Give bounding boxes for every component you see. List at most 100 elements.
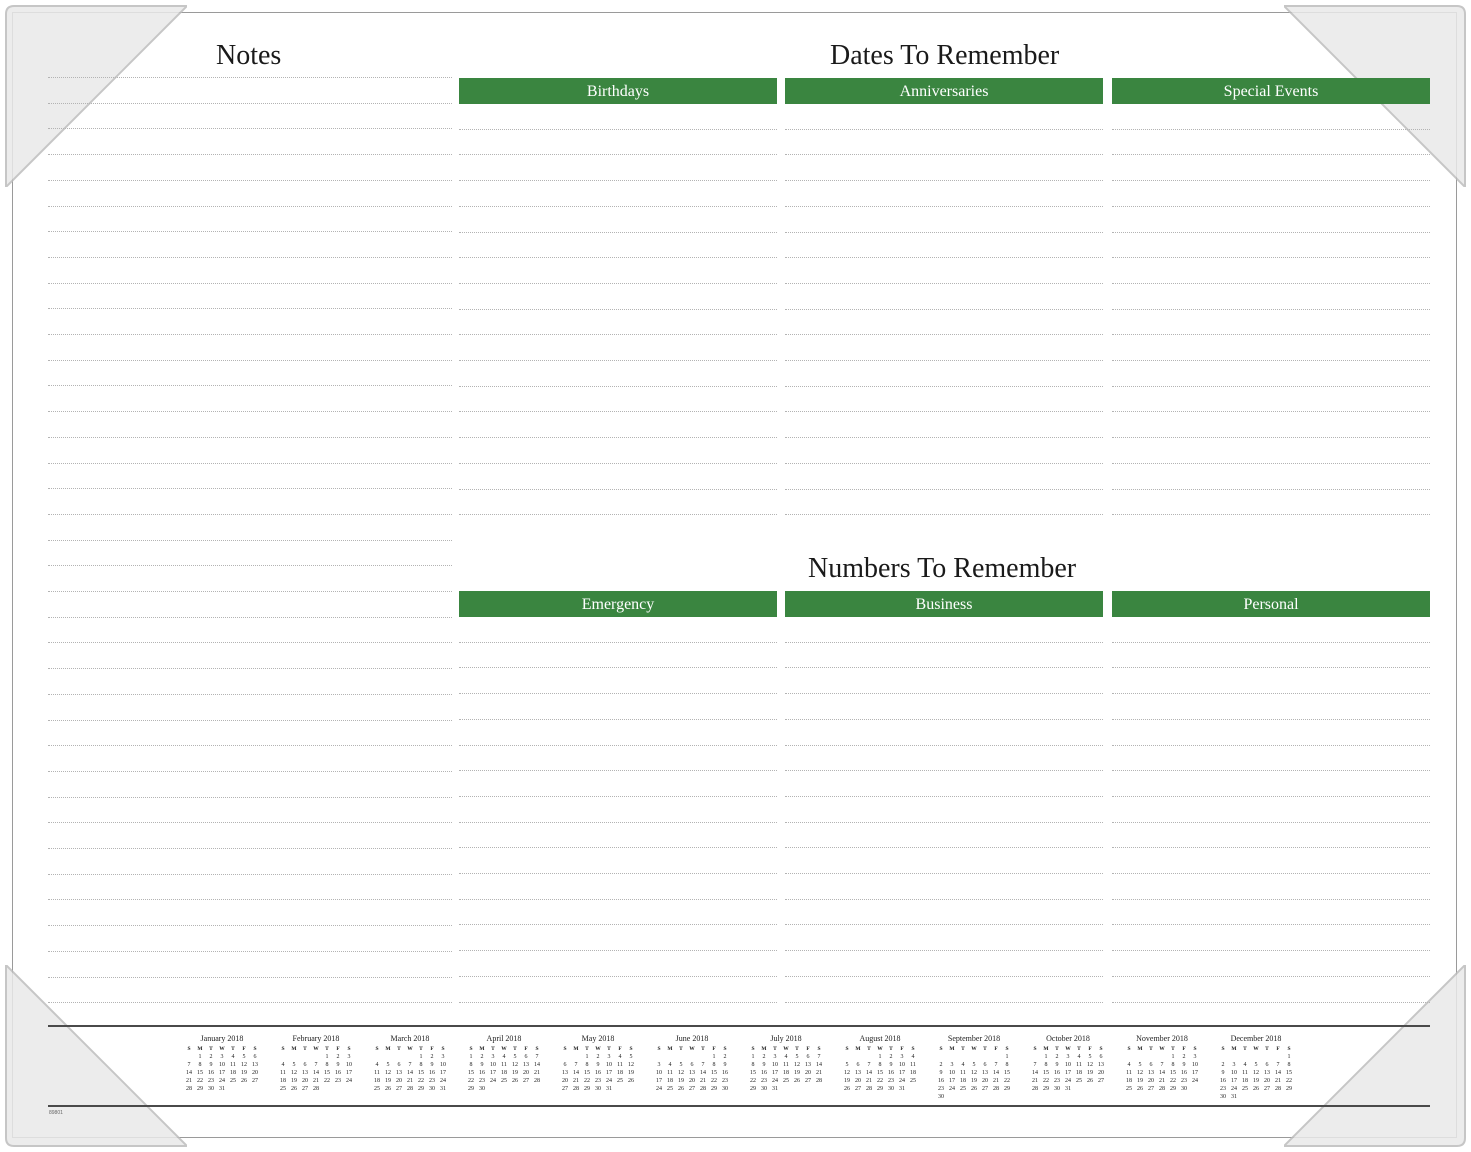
weekday-label: F <box>1276 1046 1280 1052</box>
day-number: 16 <box>595 1070 601 1076</box>
day-number: 7 <box>574 1062 578 1068</box>
day-number: 1 <box>1044 1054 1048 1060</box>
day-number: 8 <box>419 1062 423 1068</box>
day-number: 3 <box>1232 1062 1236 1068</box>
day-number: 21 <box>534 1070 540 1076</box>
numbers-line <box>1112 796 1430 797</box>
day-number: 30 <box>888 1086 894 1092</box>
dates-line <box>785 283 1103 284</box>
day-number: 3 <box>220 1054 224 1060</box>
day-number: 17 <box>1192 1070 1198 1076</box>
day-number: 23 <box>761 1078 767 1084</box>
notes-line <box>48 565 452 566</box>
day-number: 28 <box>700 1086 706 1092</box>
day-number: 24 <box>346 1078 352 1084</box>
notes-line <box>48 103 452 104</box>
day-number: 23 <box>335 1078 341 1084</box>
day-number: 14 <box>700 1070 706 1076</box>
emergency-header: Emergency <box>459 591 777 617</box>
day-grid: S M T W T F S 1 2 3 4 5 6 7 8 9 10 11 12 13 14 15 16 17 18 19 20 21… <box>464 1045 544 1093</box>
month-calendar: June 2018 S M T W T F S 1 2 3 4 5 6 7 8 9 10 11 12 13 14 15 16 1… <box>652 1034 732 1093</box>
day-number: 19 <box>291 1078 297 1084</box>
day-number: 5 <box>1254 1062 1258 1068</box>
weekday-label: M <box>761 1046 767 1052</box>
day-number: 23 <box>1220 1086 1226 1092</box>
notes-line <box>48 514 452 515</box>
day-number: 7 <box>187 1062 191 1068</box>
month-title: January 2018 <box>200 1034 244 1043</box>
weekday-label: W <box>1159 1046 1165 1052</box>
day-number: 13 <box>396 1070 402 1076</box>
month-calendar: March 2018 S M T W T F S 1 2 3 4 5 6 7 8 9 10 11 12 13 14 15 16… <box>370 1034 450 1093</box>
notes-line <box>48 745 452 746</box>
day-number: 3 <box>1193 1054 1197 1060</box>
dates-line <box>1112 283 1430 284</box>
day-number: 21 <box>1032 1078 1038 1084</box>
blank-cell <box>372 1053 383 1061</box>
weekday-label: F <box>242 1046 246 1052</box>
weekday-label: S <box>441 1046 445 1052</box>
blank-cell <box>1229 1053 1240 1061</box>
day-number: 10 <box>490 1062 496 1068</box>
day-number: 1 <box>878 1054 882 1060</box>
day-number: 24 <box>490 1078 496 1084</box>
month-calendar: July 2018 S M T W T F S 1 2 3 4 5 6 7 8 9 10 11 12 13 14 15 16 1… <box>746 1034 826 1093</box>
day-number: 3 <box>441 1054 445 1060</box>
day-number: 2 <box>480 1054 484 1060</box>
weekday-label: T <box>231 1046 235 1052</box>
day-number: 26 <box>385 1086 391 1092</box>
day-number: 23 <box>722 1078 728 1084</box>
day-number: 7 <box>701 1062 705 1068</box>
numbers-line <box>785 719 1103 720</box>
day-number: 31 <box>899 1086 905 1092</box>
numbers-line <box>785 873 1103 874</box>
day-number: 28 <box>407 1086 413 1092</box>
day-number: 26 <box>1253 1086 1259 1092</box>
day-number: 16 <box>938 1078 944 1084</box>
weekday-label: S <box>1287 1046 1291 1052</box>
weekday-label: T <box>679 1046 683 1052</box>
dates-line <box>785 309 1103 310</box>
weekday-label: W <box>219 1046 225 1052</box>
numbers-line <box>459 847 777 848</box>
numbers-line <box>459 873 777 874</box>
numbers-line <box>1112 693 1430 694</box>
day-number: 11 <box>617 1062 623 1068</box>
blank-cell <box>936 1053 947 1061</box>
day-number: 19 <box>512 1070 518 1076</box>
notes-line <box>48 206 452 207</box>
blank-cell <box>184 1053 195 1061</box>
dates-line <box>785 154 1103 155</box>
dates-line <box>785 232 1103 233</box>
day-number: 23 <box>888 1078 894 1084</box>
day-number: 6 <box>856 1062 860 1068</box>
day-number: 13 <box>562 1070 568 1076</box>
day-number: 16 <box>479 1070 485 1076</box>
blank-cell <box>1273 1053 1284 1061</box>
personal-header: Personal <box>1112 591 1430 617</box>
blank-cell <box>654 1053 665 1061</box>
dates-line <box>785 411 1103 412</box>
day-number: 17 <box>656 1078 662 1084</box>
day-grid: S M T W T F S 1 2 3 4 5 6 7 8 9 10 11 12 13 14 15 16 17 18 19 20 21… <box>934 1045 1014 1101</box>
notes-line <box>48 540 452 541</box>
day-number: 13 <box>1098 1062 1104 1068</box>
notes-line <box>48 283 452 284</box>
day-number: 19 <box>794 1070 800 1076</box>
day-number: 25 <box>230 1078 236 1084</box>
day-number: 18 <box>617 1070 623 1076</box>
day-number: 8 <box>1044 1062 1048 1068</box>
blank-cell <box>405 1053 416 1061</box>
notes-line <box>48 463 452 464</box>
numbers-line <box>785 976 1103 977</box>
day-number: 22 <box>468 1078 474 1084</box>
weekday-label: M <box>1231 1046 1237 1052</box>
dates-line <box>459 334 777 335</box>
day-number: 14 <box>1159 1070 1165 1076</box>
day-number: 3 <box>491 1054 495 1060</box>
numbers-line <box>459 899 777 900</box>
day-number: 8 <box>1005 1062 1009 1068</box>
day-number: 17 <box>772 1070 778 1076</box>
dates-line <box>459 129 777 130</box>
blank-cell <box>1251 1053 1262 1061</box>
